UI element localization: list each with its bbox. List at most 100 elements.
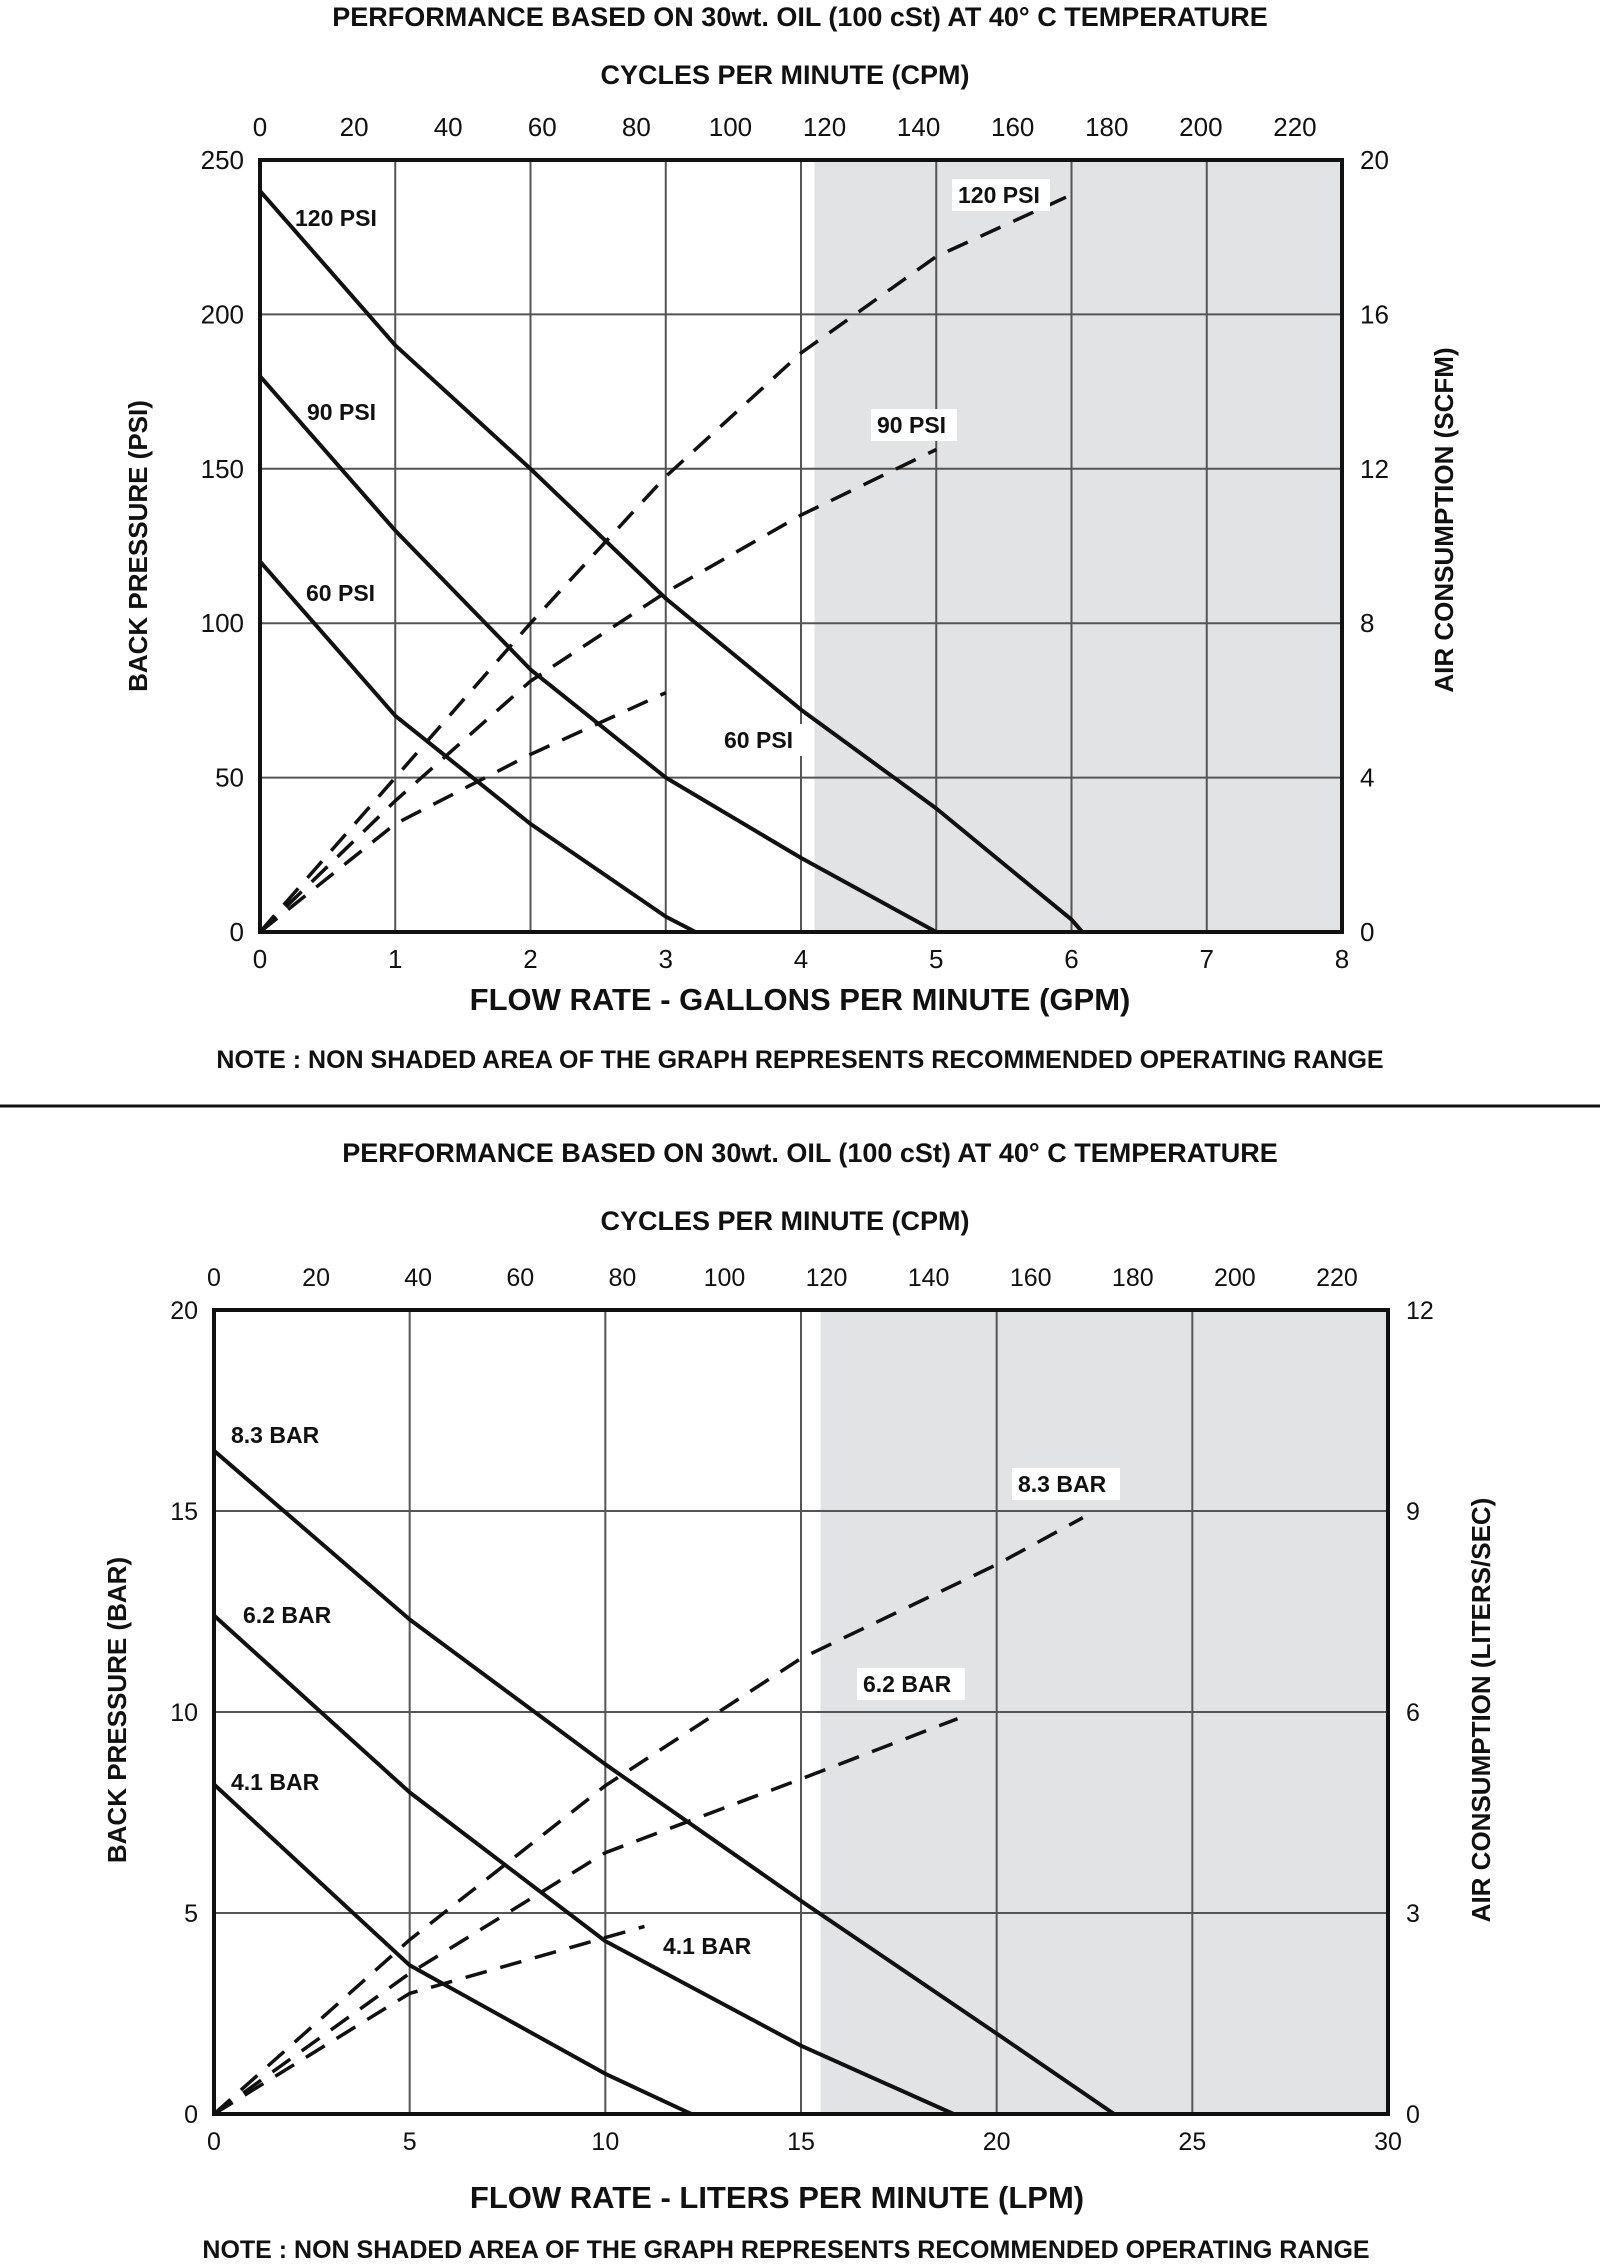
chart2-top-xlabel: CYCLES PER MINUTE (CPM) — [600, 1206, 969, 1236]
chart2-xlabel: FLOW RATE - LITERS PER MINUTE (LPM) — [470, 2180, 1084, 2215]
y-tick-label: 5 — [184, 1900, 198, 1928]
top-tick-label: 120 — [806, 1264, 848, 1292]
chart1-right-ticks: 0 4 8 12 16 20 — [1360, 145, 1389, 947]
x-tick-label: 5 — [929, 944, 943, 974]
chart1-bottom-ticks: 0 1 2 3 4 5 6 7 8 — [253, 944, 1349, 974]
chart1-y2label: AIR CONSUMPTION (SCFM) — [1429, 347, 1459, 692]
chart2-gridlines — [214, 1310, 1388, 2114]
air-consumption-curve-2 — [212, 1717, 959, 2116]
y-tick-label: 20 — [170, 1297, 198, 1325]
air-consumption-curve-1 — [212, 1516, 1084, 2116]
chart1-title: PERFORMANCE BASED ON 30wt. OIL (100 cSt)… — [332, 2, 1267, 32]
air-label-background — [857, 1668, 965, 1700]
back-pressure-curve-1 — [258, 189, 1084, 934]
chart2-curve-labels: 8.3 BAR 6.2 BAR 4.1 BAR 8.3 BAR 6.2 BAR 4.1 B… — [231, 1422, 1120, 1962]
y2-tick-label: 20 — [1360, 145, 1389, 175]
top-tick-label: 220 — [1316, 1264, 1358, 1292]
y-tick-label: 10 — [170, 1699, 198, 1727]
pressure-curve-label: 4.1 BAR — [231, 1769, 320, 1795]
top-tick-label: 160 — [991, 112, 1034, 142]
y-tick-label: 150 — [201, 454, 244, 484]
y-tick-label: 0 — [230, 917, 244, 947]
x-tick-label: 15 — [787, 2128, 815, 2156]
top-tick-label: 20 — [302, 1264, 330, 1292]
top-tick-label: 140 — [897, 112, 940, 142]
top-tick-label: 80 — [608, 1264, 636, 1292]
y2-tick-label: 16 — [1360, 299, 1389, 329]
x-tick-label: 6 — [1064, 944, 1078, 974]
air-label-background — [1012, 1468, 1120, 1500]
air-curve-label: 4.1 BAR — [663, 1933, 752, 1959]
top-tick-label: 100 — [704, 1264, 746, 1292]
chart2-top-ticks: 0 20 40 60 80 100 120 140 160 180 200 220 — [207, 1264, 1358, 1292]
top-tick-label: 40 — [434, 112, 463, 142]
y-tick-label: 250 — [201, 145, 244, 175]
chart-lpm: PERFORMANCE BASED ON 30wt. OIL (100 cSt)… — [102, 1138, 1496, 2264]
chart2-ylabel: BACK PRESSURE (BAR) — [102, 1557, 132, 1863]
y2-tick-label: 3 — [1406, 1900, 1420, 1928]
top-tick-label: 0 — [253, 112, 267, 142]
chart1-top-xlabel: CYCLES PER MINUTE (CPM) — [600, 60, 969, 90]
air-label-background — [718, 724, 804, 756]
y2-tick-label: 12 — [1406, 1297, 1434, 1325]
chart1-ylabel: BACK PRESSURE (PSI) — [123, 400, 153, 692]
back-pressure-curve-2 — [212, 1614, 955, 2116]
y2-tick-label: 0 — [1360, 917, 1374, 947]
top-tick-label: 20 — [340, 112, 369, 142]
chart2-note: NOTE : NON SHADED AREA OF THE GRAPH REPR… — [202, 2236, 1369, 2264]
y-tick-label: 15 — [170, 1498, 198, 1526]
top-tick-label: 60 — [528, 112, 557, 142]
chart1-gridlines — [260, 160, 1342, 932]
pressure-curve-label: 6.2 BAR — [243, 1602, 332, 1628]
air-curve-label: 90 PSI — [877, 412, 946, 438]
chart2-title: PERFORMANCE BASED ON 30wt. OIL (100 cSt)… — [342, 1138, 1277, 1168]
x-tick-label: 5 — [403, 2128, 417, 2156]
air-consumption-curve-2 — [258, 447, 938, 934]
y2-tick-label: 4 — [1360, 763, 1374, 793]
chart2-series-lines — [212, 1449, 1116, 2116]
air-consumption-curve-3 — [213, 1924, 645, 2116]
chart1-curve-labels: 120 PSI 90 PSI 60 PSI 120 PSI 90 PSI 60 PSI — [295, 179, 1050, 756]
air-curve-label: 8.3 BAR — [1018, 1471, 1107, 1497]
pressure-curve-label: 90 PSI — [307, 399, 376, 425]
top-tick-label: 140 — [908, 1264, 950, 1292]
back-pressure-curve-3 — [258, 560, 697, 934]
y2-tick-label: 6 — [1406, 1699, 1420, 1727]
top-tick-label: 100 — [709, 112, 752, 142]
y-tick-label: 100 — [201, 608, 244, 638]
top-tick-label: 200 — [1179, 112, 1222, 142]
chart2-y2label: AIR CONSUMPTION (LITERS/SEC) — [1466, 1498, 1496, 1923]
y-tick-label: 200 — [201, 299, 244, 329]
x-tick-label: 25 — [1178, 2128, 1206, 2156]
chart1-shaded-region — [814, 160, 1342, 932]
x-tick-label: 2 — [523, 944, 537, 974]
pressure-curve-label: 60 PSI — [306, 580, 375, 606]
top-tick-label: 180 — [1085, 112, 1128, 142]
x-tick-label: 8 — [1335, 944, 1349, 974]
top-tick-label: 0 — [207, 1264, 221, 1292]
top-tick-label: 220 — [1273, 112, 1316, 142]
x-tick-label: 4 — [794, 944, 808, 974]
top-tick-label: 120 — [803, 112, 846, 142]
air-curve-label: 60 PSI — [724, 727, 793, 753]
x-tick-label: 10 — [591, 2128, 619, 2156]
x-tick-label: 1 — [388, 944, 402, 974]
air-label-background — [871, 409, 957, 441]
x-tick-label: 3 — [659, 944, 673, 974]
x-tick-label: 30 — [1374, 2128, 1402, 2156]
y2-tick-label: 0 — [1406, 2101, 1420, 2129]
top-tick-label: 200 — [1214, 1264, 1256, 1292]
top-tick-label: 80 — [622, 112, 651, 142]
x-tick-label: 0 — [253, 944, 267, 974]
chart2-right-ticks: 0 3 6 9 12 — [1406, 1297, 1434, 2129]
air-curve-label: 120 PSI — [958, 182, 1040, 208]
top-tick-label: 180 — [1112, 1264, 1154, 1292]
y2-tick-label: 12 — [1360, 454, 1389, 484]
pressure-curve-label: 120 PSI — [295, 205, 377, 231]
back-pressure-curve-3 — [212, 1782, 693, 2116]
chart2-left-ticks: 0 5 10 15 20 — [170, 1297, 198, 2129]
pressure-curve-label: 8.3 BAR — [231, 1422, 320, 1448]
back-pressure-curve-1 — [212, 1449, 1116, 2116]
chart1-frame — [258, 158, 1344, 934]
